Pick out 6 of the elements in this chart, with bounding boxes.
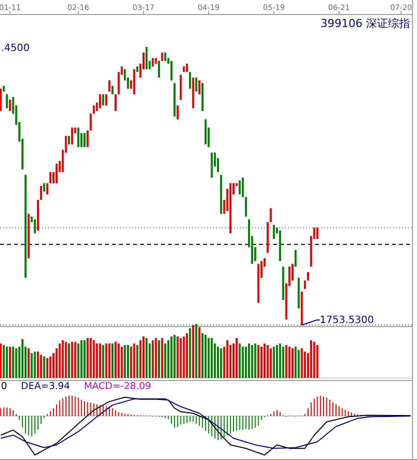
text: 0: [1, 381, 8, 392]
chart-title: 399106 深证综指: [320, 17, 410, 30]
text: DEA=3.94: [21, 381, 70, 392]
annotation: 1753.5300: [320, 315, 374, 326]
annotation: .4500: [1, 43, 30, 54]
series-label: MACD=-28.09: [84, 381, 152, 392]
